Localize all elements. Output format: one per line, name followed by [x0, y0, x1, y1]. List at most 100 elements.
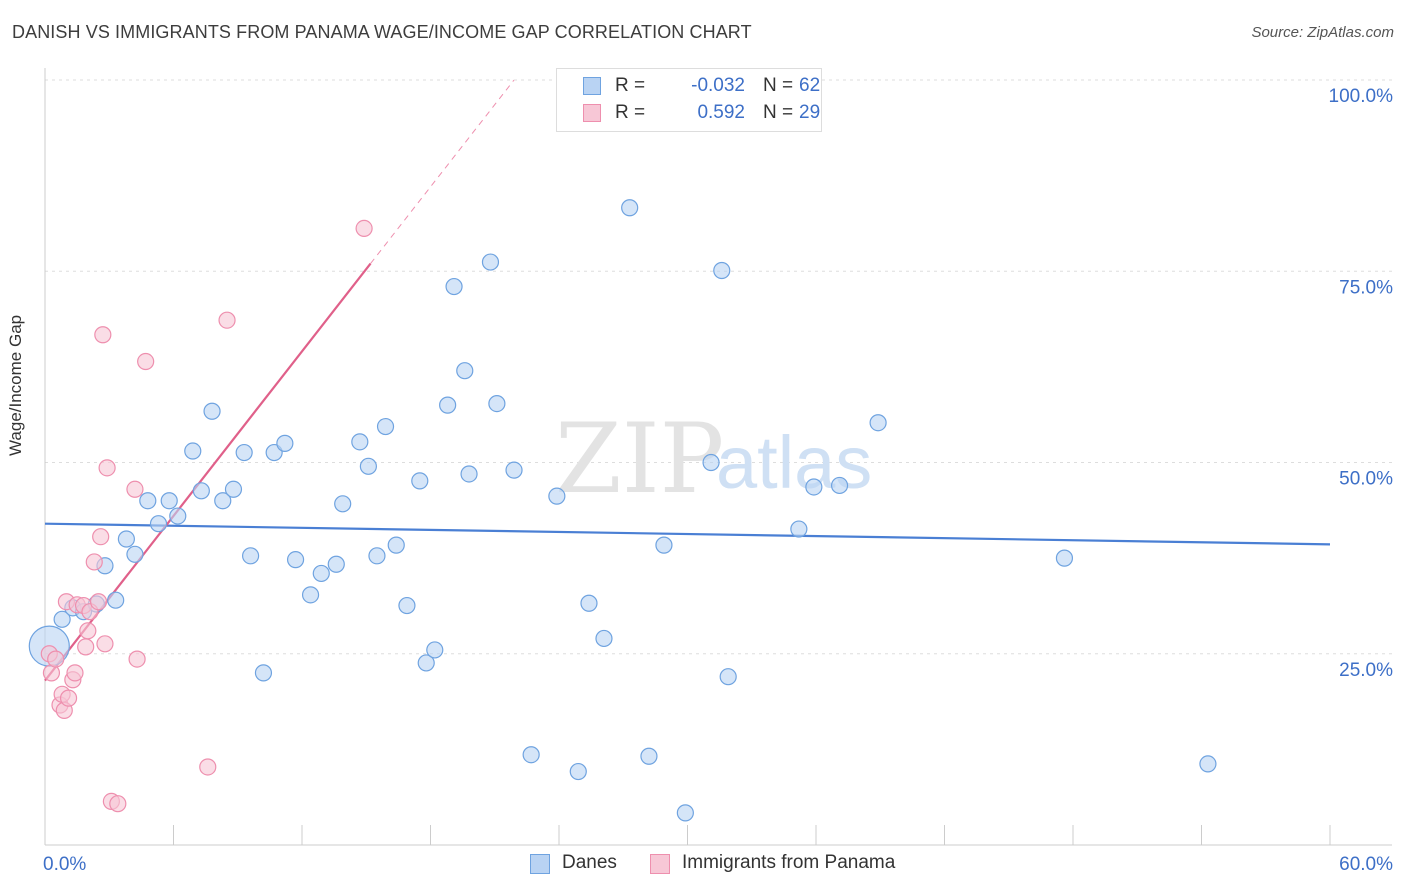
danes-point	[203, 402, 221, 420]
chart-title: DANISH VS IMMIGRANTS FROM PANAMA WAGE/IN…	[12, 22, 752, 42]
r-label: R =	[615, 102, 646, 123]
danes-point	[126, 545, 144, 563]
x-tick-labels: 0.0% 60.0%	[43, 854, 1393, 875]
panama-trend-extension	[370, 79, 515, 264]
watermark-atlas: atlas	[716, 421, 872, 504]
data-points	[28, 199, 1217, 822]
danes-point	[830, 476, 849, 495]
danes-point	[621, 199, 639, 217]
danes-point	[481, 253, 500, 271]
danes-point	[719, 668, 737, 686]
n-value: 29	[799, 102, 821, 123]
panama-point	[199, 758, 217, 776]
danes-point	[53, 610, 71, 628]
danes-point	[548, 487, 566, 505]
danes-point	[439, 396, 457, 414]
y-tick-label: 50.0%	[1339, 469, 1393, 490]
danes-point	[445, 277, 463, 296]
trend-lines	[44, 79, 1331, 682]
x-tick-label: 0.0%	[43, 854, 86, 875]
panama-point	[128, 650, 146, 668]
danes-point	[426, 641, 444, 659]
n-value: 62	[799, 75, 821, 96]
panama-point	[89, 593, 108, 611]
panama-point	[85, 553, 103, 571]
panama-point	[96, 635, 114, 653]
danes-point	[139, 492, 157, 510]
y-axis-label: Wage/Income Gap	[6, 314, 25, 456]
panama-swatch	[583, 104, 601, 122]
danes-point	[368, 547, 386, 565]
panama-point	[77, 638, 95, 656]
panama-legend-label: Immigrants from Panama	[682, 852, 896, 873]
panama-point	[126, 480, 144, 498]
y-tick-label: 75.0%	[1339, 277, 1393, 298]
r-label: R =	[615, 75, 646, 96]
danes-point	[351, 433, 369, 451]
danes-point	[488, 394, 506, 413]
danes-trend-line	[44, 522, 1331, 546]
danes-point	[235, 443, 253, 462]
panama-point	[79, 622, 97, 640]
panama-point	[98, 459, 116, 477]
panama-point	[59, 689, 78, 707]
danes-point	[790, 520, 808, 538]
danes-legend-label: Danes	[562, 852, 617, 873]
panama-point	[218, 311, 236, 329]
panama-point	[47, 650, 65, 668]
danes-point	[869, 414, 887, 432]
danes-point	[359, 457, 377, 475]
n-label: N =	[763, 75, 794, 96]
danes-point	[505, 461, 523, 479]
danes-point	[805, 478, 823, 496]
danes-point	[460, 465, 478, 483]
watermark: ZIP atlas	[555, 403, 872, 515]
panama-point	[92, 528, 110, 546]
watermark-zip: ZIP	[555, 403, 724, 515]
danes-point	[376, 417, 395, 436]
r-value: -0.032	[691, 75, 745, 96]
danes-point	[702, 453, 720, 472]
danes-point	[595, 629, 613, 648]
panama-point	[355, 219, 373, 238]
danes-point	[334, 495, 352, 513]
danes-point	[184, 442, 202, 460]
danes-point	[1199, 755, 1217, 773]
n-label: N =	[763, 102, 794, 123]
danes-point	[224, 480, 243, 498]
danes-point	[192, 482, 210, 500]
danes-point	[149, 515, 168, 533]
danes-swatch	[583, 77, 601, 95]
danes-point	[286, 551, 305, 569]
danes-point	[327, 555, 345, 573]
danes-legend-swatch	[530, 854, 550, 874]
r-value: 0.592	[697, 102, 745, 123]
danes-point	[242, 547, 260, 565]
danes-point	[398, 596, 416, 615]
danes-point	[387, 536, 405, 554]
danes-point	[107, 591, 125, 609]
danes-point	[301, 586, 320, 604]
y-tick-labels: 25.0% 50.0% 75.0% 100.0%	[1329, 86, 1394, 681]
danes-point	[117, 530, 135, 548]
danes-point	[569, 762, 587, 781]
danes-point	[254, 664, 273, 682]
x-tick-label: 60.0%	[1339, 854, 1393, 875]
panama-point	[137, 352, 155, 371]
danes-point	[276, 434, 294, 452]
axes	[44, 68, 1392, 846]
gridlines	[45, 79, 1392, 655]
y-tick-label: 25.0%	[1339, 660, 1393, 681]
danes-point	[417, 654, 435, 672]
danes-point	[522, 746, 540, 764]
source-credit: Source: ZipAtlas.com	[1251, 24, 1394, 41]
danes-point	[411, 472, 429, 490]
danes-point	[676, 804, 694, 822]
danes-point	[580, 594, 598, 612]
panama-point	[94, 326, 112, 344]
danes-point	[160, 492, 178, 510]
danes-point	[713, 261, 731, 280]
danes-point	[169, 507, 187, 525]
stats-legend: R = -0.032 N = 62 R = 0.592 N = 29	[556, 68, 822, 132]
